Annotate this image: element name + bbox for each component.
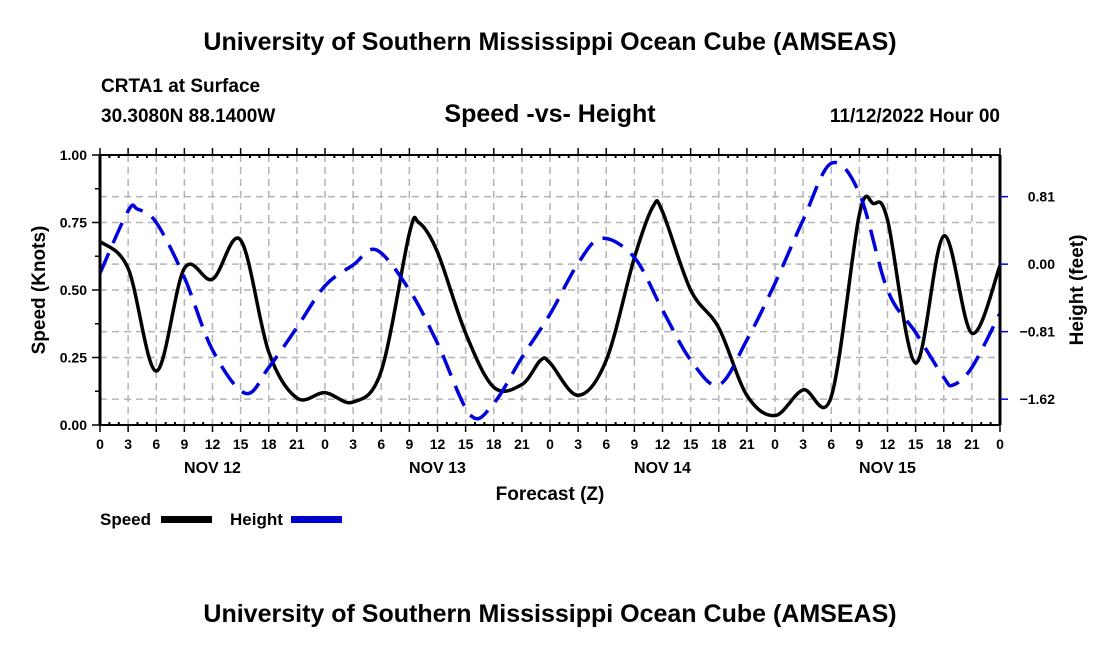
- date-labels: NOV 12 NOV 13 NOV 14 NOV 15: [184, 460, 916, 477]
- series-speed: [98, 194, 1002, 418]
- y-tick-labels: 0.00 0.25 0.50 0.75 1.00: [60, 147, 87, 433]
- x-tick-label: 15: [908, 436, 924, 452]
- series-height: [98, 160, 1002, 421]
- date-label: NOV 14: [634, 460, 691, 477]
- grid-lines: [100, 155, 1000, 425]
- x-tick-label: 9: [405, 436, 413, 452]
- y2-tick-label: −0.81: [1020, 324, 1056, 340]
- x-tick-label: 0: [321, 436, 329, 452]
- y2-tick-label: −1.62: [1020, 391, 1056, 407]
- y2-axis-label: Height (feet): [1067, 235, 1088, 346]
- series-line-speed: [98, 194, 1002, 418]
- y2-tick-labels: 0.81 0.00 −0.81 −1.62: [1020, 189, 1056, 407]
- x-tick-label: 6: [602, 436, 610, 452]
- y-tick-label: 0.25: [60, 350, 87, 366]
- x-tick-label: 9: [855, 436, 863, 452]
- x-tick-label: 15: [458, 436, 474, 452]
- footer-title: University of Southern Mississippi Ocean…: [203, 600, 897, 628]
- legend-label-speed: Speed: [100, 510, 151, 529]
- y-tick-label: 0.75: [60, 215, 87, 231]
- x-tick-label: 6: [827, 436, 835, 452]
- main-title: University of Southern Mississippi Ocean…: [203, 28, 897, 56]
- chart-subtitle: Speed -vs- Height: [444, 100, 656, 128]
- axes: [92, 148, 1008, 432]
- x-tick-label: 12: [655, 436, 671, 452]
- x-tick-label: 6: [152, 436, 160, 452]
- x-tick-label: 18: [261, 436, 277, 452]
- x-tick-label: 0: [996, 436, 1004, 452]
- x-tick-label: 0: [546, 436, 554, 452]
- x-tick-label: 21: [964, 436, 980, 452]
- legend-swatch-speed: [161, 516, 212, 523]
- x-axis-label: Forecast (Z): [496, 484, 605, 505]
- x-tick-label: 3: [799, 436, 807, 452]
- series-layer: [98, 160, 1002, 421]
- x-tick-labels: 0 3 6 9 12 15 18 21 0 3 6 9 12 15 18 21 0 3 6 9 12 15 18 21 0 3 6 9…: [96, 436, 1004, 452]
- coordinates-label: 30.3080N 88.1400W: [101, 106, 276, 127]
- legend: Speed Height: [100, 510, 342, 529]
- x-tick-label: 12: [880, 436, 896, 452]
- series-line-height: [98, 160, 1002, 421]
- legend-label-height: Height: [230, 510, 283, 529]
- x-tick-label: 18: [711, 436, 727, 452]
- y-tick-label: 1.00: [60, 147, 87, 163]
- x-tick-label: 15: [683, 436, 699, 452]
- x-tick-label: 12: [205, 436, 221, 452]
- x-tick-label: 18: [486, 436, 502, 452]
- speed-height-chart: 0 3 6 9 12 15 18 21 0 3 6 9 12 15 18 21 0 3 6 9 12 15 18 21 0 3 6 9…: [29, 147, 1088, 529]
- y2-tick-label: 0.81: [1028, 189, 1055, 205]
- x-tick-label: 9: [630, 436, 638, 452]
- y-tick-label: 0.00: [60, 417, 87, 433]
- legend-swatch-height: [291, 516, 342, 523]
- x-tick-label: 3: [574, 436, 582, 452]
- y-axis-label: Speed (Knots): [29, 226, 50, 355]
- x-tick-label: 15: [233, 436, 249, 452]
- x-tick-label: 21: [514, 436, 530, 452]
- date-label: NOV 13: [409, 460, 466, 477]
- x-tick-label: 21: [289, 436, 305, 452]
- y-tick-label: 0.50: [60, 282, 87, 298]
- x-tick-label: 12: [430, 436, 446, 452]
- x-tick-label: 21: [739, 436, 755, 452]
- x-tick-label: 18: [936, 436, 952, 452]
- x-tick-label: 9: [180, 436, 188, 452]
- date-label: NOV 15: [859, 460, 916, 477]
- station-label: CRTA1 at Surface: [101, 76, 261, 97]
- x-tick-label: 0: [771, 436, 779, 452]
- forecast-datetime: 11/12/2022 Hour 00: [829, 106, 1000, 127]
- y2-tick-label: 0.00: [1028, 256, 1055, 272]
- x-tick-label: 0: [96, 436, 104, 452]
- x-tick-label: 3: [349, 436, 357, 452]
- date-label: NOV 12: [184, 460, 241, 477]
- x-tick-label: 3: [124, 436, 132, 452]
- x-tick-label: 6: [377, 436, 385, 452]
